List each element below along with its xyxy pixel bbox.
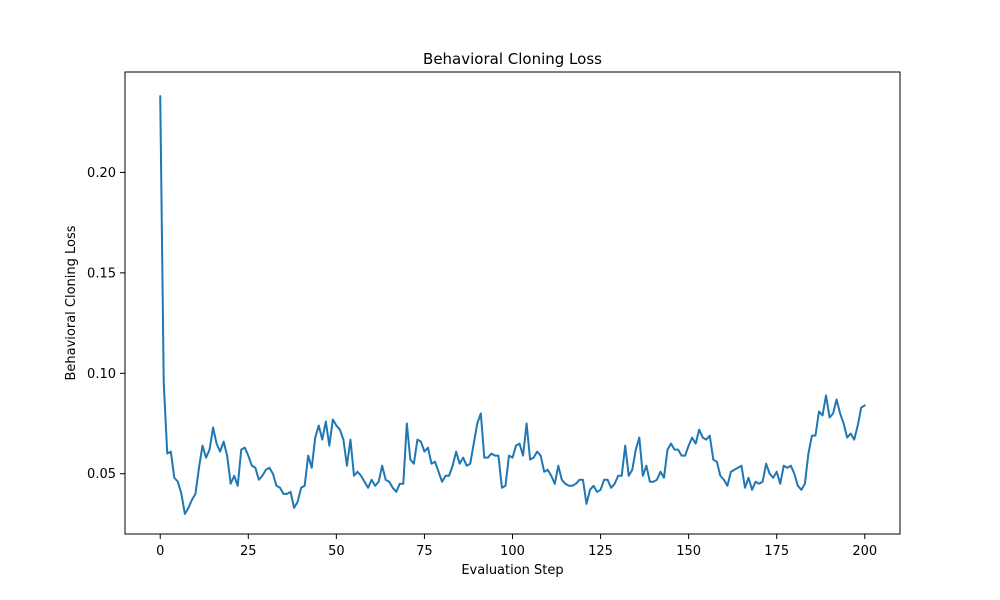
y-tick-label: 0.20 — [87, 166, 116, 181]
y-tick-label: 0.15 — [87, 266, 116, 281]
chart-title: Behavioral Cloning Loss — [423, 50, 602, 68]
x-axis-title: Evaluation Step — [461, 563, 563, 578]
x-tick-label: 0 — [156, 544, 164, 559]
axis-ticks: 0 25 50 75 100 125 150 175 200 0.05 0.10 0.15 0.20 — [87, 166, 877, 559]
y-tick-label: 0.10 — [87, 367, 116, 382]
x-tick-label: 150 — [676, 544, 701, 559]
x-tick-label: 75 — [416, 544, 433, 559]
y-tick-label: 0.05 — [87, 467, 116, 482]
x-tick-label: 125 — [588, 544, 613, 559]
loss-series-line — [159, 95, 866, 515]
x-tick-label: 25 — [240, 544, 257, 559]
x-tick-label: 200 — [852, 544, 877, 559]
x-tick-label: 50 — [328, 544, 345, 559]
x-tick-label: 175 — [764, 544, 789, 559]
y-axis-title: Behavioral Cloning Loss — [64, 225, 79, 380]
plot-frame — [124, 71, 901, 535]
x-tick-label: 100 — [500, 544, 525, 559]
